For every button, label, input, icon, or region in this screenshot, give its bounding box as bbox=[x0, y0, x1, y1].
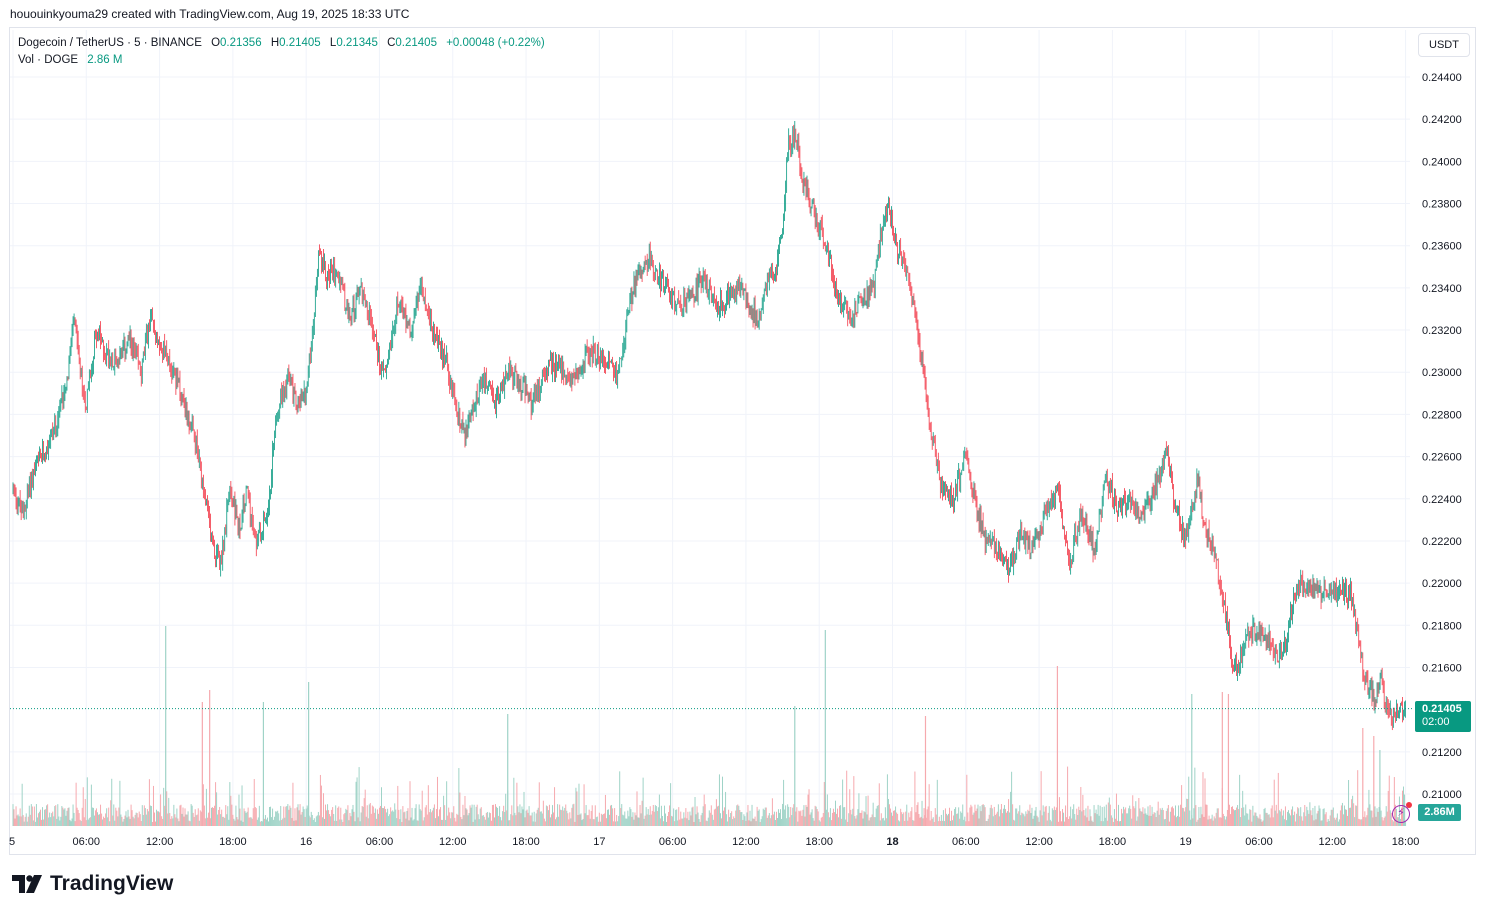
time-tick-label: 06:00 bbox=[1245, 836, 1273, 848]
price-tick-label: 0.23800 bbox=[1422, 199, 1462, 211]
time-tick-label: 06:00 bbox=[659, 836, 687, 848]
volume-bars bbox=[12, 626, 1407, 826]
grid-layer bbox=[10, 30, 1410, 826]
bar-countdown: 02:00 bbox=[1422, 716, 1450, 728]
tradingview-logo-icon bbox=[12, 875, 42, 893]
price-tick-label: 0.21800 bbox=[1422, 620, 1462, 632]
time-tick-label: 12:00 bbox=[439, 836, 467, 848]
brand-name: TradingView bbox=[50, 872, 174, 895]
open-value: 0.21356 bbox=[220, 37, 262, 49]
close-label: C bbox=[387, 37, 396, 49]
time-tick-label: 17 bbox=[593, 836, 605, 848]
low-value: 0.21345 bbox=[336, 37, 378, 49]
price-tick-label: 0.22000 bbox=[1422, 578, 1462, 590]
time-tick-label: 18:00 bbox=[512, 836, 540, 848]
change-value: +0.00048 (+0.22%) bbox=[446, 37, 545, 49]
lightning-icon[interactable]: ⚡ bbox=[1392, 805, 1410, 823]
time-tick-label: 18 bbox=[886, 836, 898, 848]
price-axis: 0.24400 0.24200 0.24000 0.23800 0.23600 0.234… bbox=[1422, 72, 1462, 801]
time-tick-label: 18:00 bbox=[805, 836, 833, 848]
price-tick-label: 0.22400 bbox=[1422, 494, 1462, 506]
notification-dot-icon bbox=[1406, 802, 1412, 808]
close-value: 0.21405 bbox=[395, 37, 437, 49]
time-tick-label: 5 bbox=[9, 836, 15, 848]
chart-frame bbox=[9, 27, 1476, 855]
price-tick-label: 0.24200 bbox=[1422, 114, 1462, 126]
price-tick-label: 0.24000 bbox=[1422, 156, 1462, 168]
time-tick-label: 12:00 bbox=[146, 836, 174, 848]
high-value: 0.21405 bbox=[279, 37, 321, 49]
low-label: L bbox=[329, 37, 337, 49]
time-tick-label: 12:00 bbox=[732, 836, 760, 848]
high-label: H bbox=[270, 37, 280, 49]
time-tick-label: 16 bbox=[300, 836, 312, 848]
time-tick-label: 18:00 bbox=[1099, 836, 1127, 848]
last-price-value: 0.21405 bbox=[1422, 703, 1462, 715]
last-price-tag: 0.21405 02:00 bbox=[1415, 701, 1471, 732]
price-tick-label: 0.23400 bbox=[1422, 283, 1462, 295]
time-tick-label: 06:00 bbox=[73, 836, 101, 848]
time-tick-label: 12:00 bbox=[1025, 836, 1053, 848]
price-tick-label: 0.23000 bbox=[1422, 367, 1462, 379]
time-tick-label: 12:00 bbox=[1318, 836, 1346, 848]
time-tick-label: 06:00 bbox=[366, 836, 394, 848]
last-volume-tag: 2.86M bbox=[1418, 804, 1461, 821]
symbol-title: Dogecoin / TetherUS · 5 · BINANCE bbox=[18, 37, 202, 49]
price-tick-label: 0.23600 bbox=[1422, 241, 1462, 253]
price-tick-label: 0.22200 bbox=[1422, 536, 1462, 548]
time-tick-label: 18:00 bbox=[219, 836, 247, 848]
time-tick-label: 06:00 bbox=[952, 836, 980, 848]
chart-legend: Dogecoin / TetherUS · 5 · BINANCE O0.213… bbox=[18, 35, 545, 69]
volume-label: Vol · DOGE bbox=[18, 54, 79, 66]
open-label: O bbox=[211, 37, 221, 49]
tradingview-logo[interactable]: TradingView bbox=[12, 872, 173, 896]
price-tick-label: 0.21600 bbox=[1422, 662, 1462, 674]
time-tick-label: 18:00 bbox=[1392, 836, 1420, 848]
price-tick-label: 0.23200 bbox=[1422, 325, 1462, 337]
candle-layer bbox=[12, 120, 1406, 731]
volume-value: 2.86 M bbox=[87, 54, 123, 66]
price-tick-label: 0.21000 bbox=[1422, 789, 1462, 801]
price-tick-label: 0.22600 bbox=[1422, 452, 1462, 464]
chart-attribution: hououinkyouma29 created with TradingView… bbox=[10, 7, 410, 21]
price-tick-label: 0.21200 bbox=[1422, 747, 1462, 759]
currency-selector[interactable]: USDT bbox=[1418, 33, 1470, 57]
time-axis: 5 06:00 12:00 18:00 16 06:00 12:00 18:00 17 06:00… bbox=[9, 836, 1419, 848]
price-tick-label: 0.24400 bbox=[1422, 72, 1462, 84]
price-tick-label: 0.22800 bbox=[1422, 409, 1462, 421]
time-tick-label: 19 bbox=[1180, 836, 1192, 848]
